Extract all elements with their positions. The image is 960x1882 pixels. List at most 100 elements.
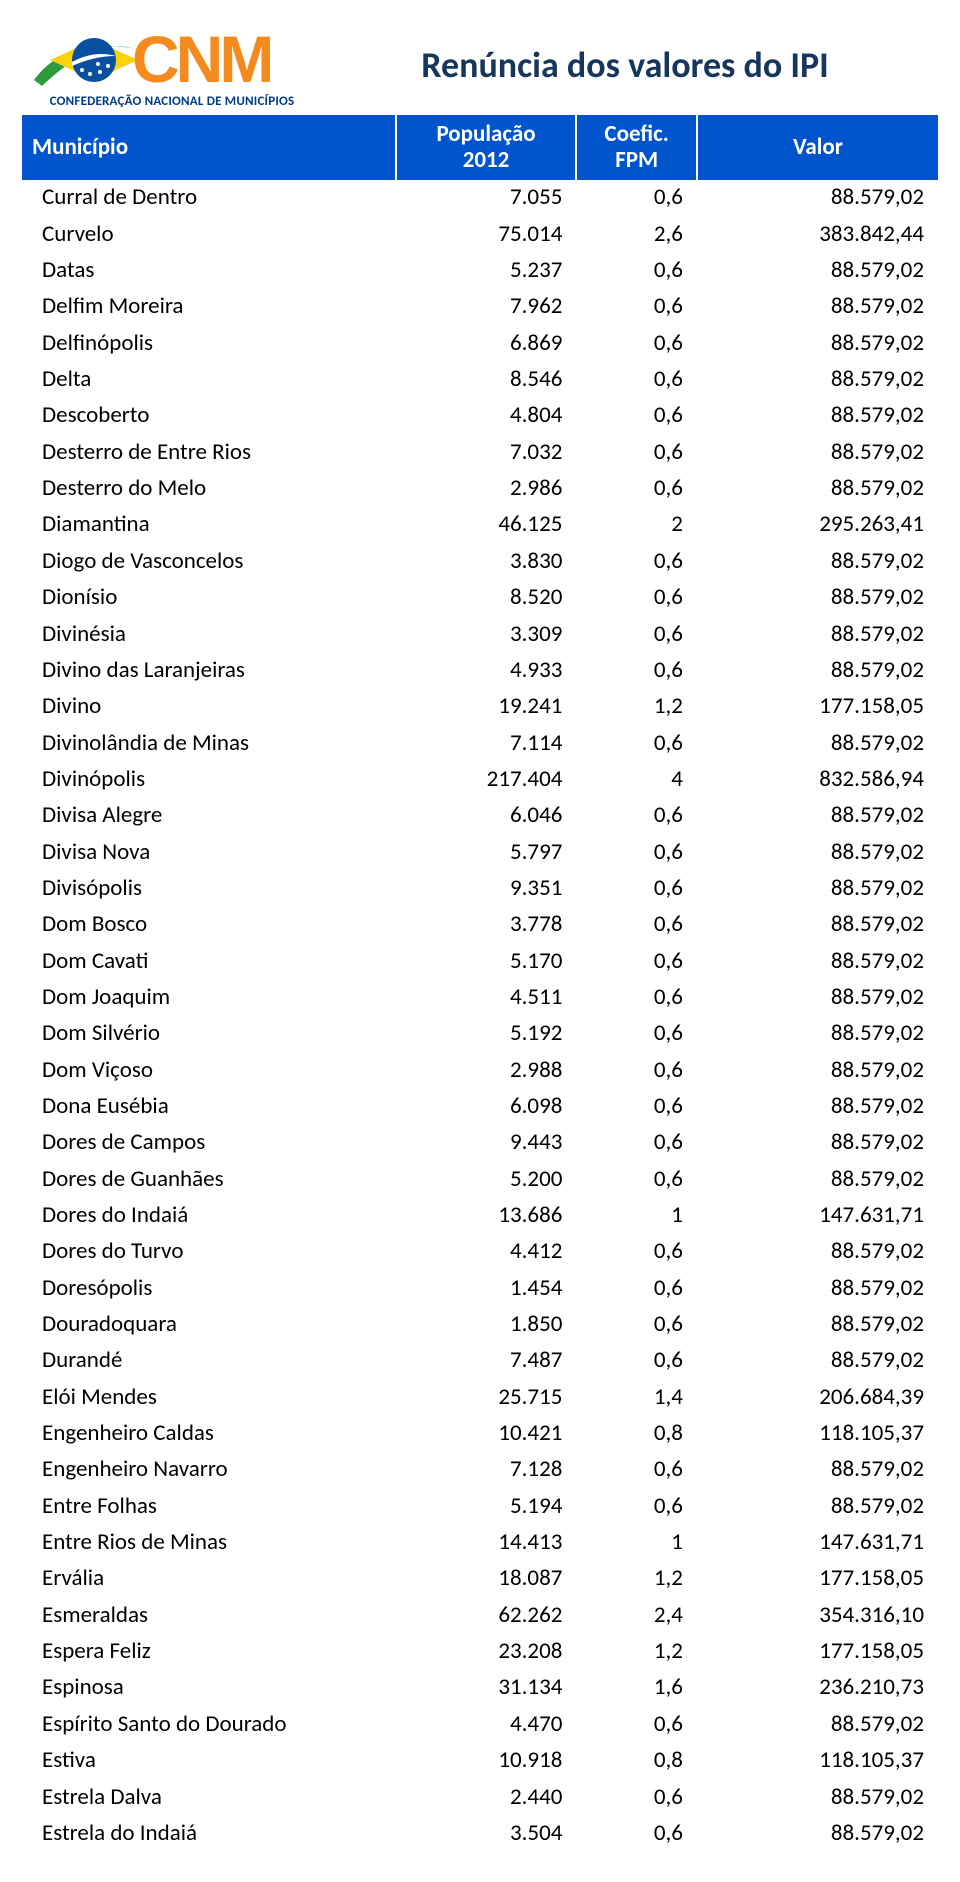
cell-coefic: 0,6 (576, 979, 697, 1015)
cell-municipio: Divino das Laranjeiras (22, 652, 396, 688)
cell-populacao: 9.351 (396, 870, 577, 906)
cell-coefic: 1,2 (576, 689, 697, 725)
table-row: Dom Cavati5.1700,688.579,02 (22, 943, 938, 979)
cell-populacao: 6.046 (396, 798, 577, 834)
table-row: Estrela Dalva2.4400,688.579,02 (22, 1779, 938, 1815)
data-table: Município População 2012 Coefic. FPM Val… (22, 115, 938, 1852)
table-row: Entre Rios de Minas14.4131147.631,71 (22, 1525, 938, 1561)
cell-municipio: Diamantina (22, 507, 396, 543)
cell-municipio: Curvelo (22, 216, 396, 252)
cell-populacao: 3.778 (396, 907, 577, 943)
cell-coefic: 0,6 (576, 1343, 697, 1379)
cell-coefic: 0,6 (576, 725, 697, 761)
table-row: Espinosa31.1341,6236.210,73 (22, 1670, 938, 1706)
table-row: Dom Silvério5.1920,688.579,02 (22, 1016, 938, 1052)
cell-municipio: Espinosa (22, 1670, 396, 1706)
table-row: Dores do Turvo4.4120,688.579,02 (22, 1234, 938, 1270)
table-row: Dionísio8.5200,688.579,02 (22, 580, 938, 616)
cell-valor: 88.579,02 (697, 834, 938, 870)
cell-valor: 88.579,02 (697, 253, 938, 289)
cell-municipio: Engenheiro Navarro (22, 1452, 396, 1488)
cell-valor: 88.579,02 (697, 1488, 938, 1524)
cell-municipio: Entre Rios de Minas (22, 1525, 396, 1561)
table-row: Entre Folhas5.1940,688.579,02 (22, 1488, 938, 1524)
cell-valor: 832.586,94 (697, 761, 938, 797)
cell-municipio: Ervália (22, 1561, 396, 1597)
cell-municipio: Datas (22, 253, 396, 289)
cell-populacao: 6.098 (396, 1088, 577, 1124)
table-row: Dores do Indaiá13.6861147.631,71 (22, 1198, 938, 1234)
table-row: Divinésia3.3090,688.579,02 (22, 616, 938, 652)
cell-populacao: 6.869 (396, 325, 577, 361)
cell-coefic: 0,6 (576, 362, 697, 398)
cell-valor: 177.158,05 (697, 689, 938, 725)
cell-valor: 118.105,37 (697, 1416, 938, 1452)
table-row: Dom Bosco3.7780,688.579,02 (22, 907, 938, 943)
table-row: Datas5.2370,688.579,02 (22, 253, 938, 289)
cell-coefic: 0,6 (576, 580, 697, 616)
header: CNM CONFEDERAÇÃO NACIONAL DE MUNICÍPIOS … (22, 20, 938, 109)
col-pop-l1: População (436, 120, 535, 148)
page: CNM CONFEDERAÇÃO NACIONAL DE MUNICÍPIOS … (0, 0, 960, 1882)
cell-valor: 88.579,02 (697, 471, 938, 507)
cell-coefic: 0,6 (576, 1088, 697, 1124)
cell-municipio: Divinolândia de Minas (22, 725, 396, 761)
cell-coefic: 0,6 (576, 1706, 697, 1742)
cell-coefic: 0,6 (576, 1779, 697, 1815)
cell-valor: 118.105,37 (697, 1743, 938, 1779)
cell-coefic: 1,2 (576, 1561, 697, 1597)
cell-valor: 88.579,02 (697, 1307, 938, 1343)
table-row: Dom Viçoso2.9880,688.579,02 (22, 1052, 938, 1088)
cell-populacao: 46.125 (396, 507, 577, 543)
cell-valor: 88.579,02 (697, 652, 938, 688)
col-coef-l1: Coefic. (604, 120, 668, 148)
cell-municipio: Dionísio (22, 580, 396, 616)
cell-valor: 177.158,05 (697, 1634, 938, 1670)
table-row: Divinolândia de Minas7.1140,688.579,02 (22, 725, 938, 761)
cell-valor: 88.579,02 (697, 870, 938, 906)
cell-municipio: Esmeraldas (22, 1597, 396, 1633)
cell-coefic: 0,6 (576, 1452, 697, 1488)
table-row: Esmeraldas62.2622,4354.316,10 (22, 1597, 938, 1633)
table-row: Delfinópolis6.8690,688.579,02 (22, 325, 938, 361)
col-pop-l2: 2012 (463, 146, 510, 174)
cell-valor: 88.579,02 (697, 1234, 938, 1270)
cell-valor: 88.579,02 (697, 943, 938, 979)
cell-coefic: 0,8 (576, 1743, 697, 1779)
cell-populacao: 10.918 (396, 1743, 577, 1779)
cell-municipio: Divisópolis (22, 870, 396, 906)
cell-populacao: 5.200 (396, 1161, 577, 1197)
table-header: Município População 2012 Coefic. FPM Val… (22, 115, 938, 180)
cell-populacao: 10.421 (396, 1416, 577, 1452)
cell-coefic: 0,6 (576, 907, 697, 943)
cell-coefic: 0,6 (576, 1815, 697, 1851)
cell-valor: 88.579,02 (697, 907, 938, 943)
cell-coefic: 0,6 (576, 652, 697, 688)
cell-coefic: 0,6 (576, 943, 697, 979)
cell-valor: 88.579,02 (697, 1125, 938, 1161)
cell-valor: 147.631,71 (697, 1198, 938, 1234)
cell-municipio: Diogo de Vasconcelos (22, 543, 396, 579)
cell-populacao: 2.988 (396, 1052, 577, 1088)
table-row: Divinópolis217.4044832.586,94 (22, 761, 938, 797)
cell-coefic: 1,4 (576, 1379, 697, 1415)
cell-populacao: 2.986 (396, 471, 577, 507)
table-row: Descoberto4.8040,688.579,02 (22, 398, 938, 434)
cell-coefic: 0,6 (576, 325, 697, 361)
col-municipio: Município (22, 115, 396, 180)
cell-populacao: 3.830 (396, 543, 577, 579)
cell-valor: 206.684,39 (697, 1379, 938, 1415)
col-valor: Valor (697, 115, 938, 180)
logo-block: CNM CONFEDERAÇÃO NACIONAL DE MUNICÍPIOS (22, 20, 322, 109)
cell-municipio: Divisa Nova (22, 834, 396, 870)
cell-populacao: 2.440 (396, 1779, 577, 1815)
cell-populacao: 25.715 (396, 1379, 577, 1415)
cell-municipio: Estrela do Indaiá (22, 1815, 396, 1851)
cell-municipio: Entre Folhas (22, 1488, 396, 1524)
cell-municipio: Dom Silvério (22, 1016, 396, 1052)
cell-coefic: 0,6 (576, 1125, 697, 1161)
table-row: Desterro de Entre Rios7.0320,688.579,02 (22, 434, 938, 470)
cell-coefic: 4 (576, 761, 697, 797)
cell-populacao: 7.114 (396, 725, 577, 761)
cell-valor: 295.263,41 (697, 507, 938, 543)
